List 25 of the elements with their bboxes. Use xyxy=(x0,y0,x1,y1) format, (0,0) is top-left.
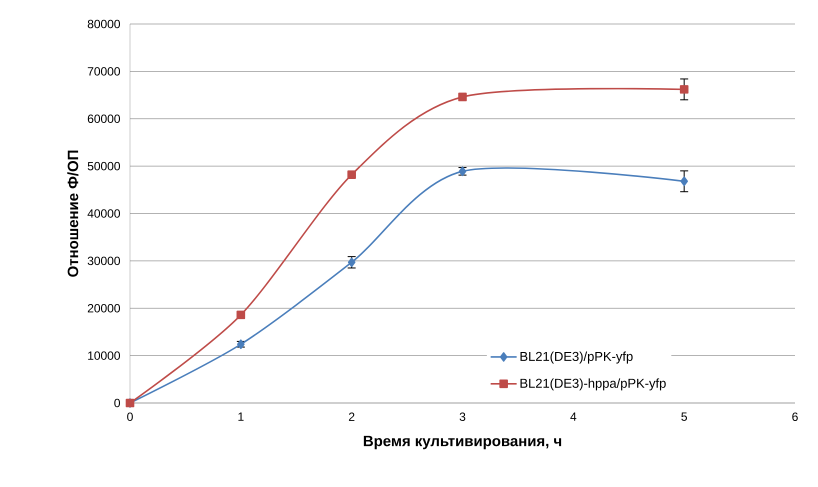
y-tick-label: 80000 xyxy=(88,20,120,28)
y-tick-label: 30000 xyxy=(88,256,120,266)
point xyxy=(236,310,246,320)
point xyxy=(680,176,688,186)
point xyxy=(347,170,356,179)
point xyxy=(680,85,688,94)
y-tick-label: 70000 xyxy=(88,67,120,76)
x-tick-label: 3 xyxy=(460,412,466,421)
point xyxy=(458,92,467,102)
x-tick-label: 0 xyxy=(127,412,133,421)
x-tick-label: 1 xyxy=(238,412,244,421)
x-tick-label: 5 xyxy=(681,412,687,421)
y-tick-label: 60000 xyxy=(88,114,120,123)
y-tick-label: 50000 xyxy=(88,162,120,170)
y-tick-label: 20000 xyxy=(88,304,120,312)
y-tick-label: 40000 xyxy=(88,209,120,218)
x-tick-label: 2 xyxy=(348,412,354,421)
legend-label: BL21(DE3)/pPK-yfp xyxy=(520,351,633,364)
x-axis-title: Время культивирования, ч xyxy=(364,436,562,450)
x-tick-label: 4 xyxy=(570,412,576,421)
y-axis-title: Отношение Ф/ОП xyxy=(67,150,78,277)
y-tick-label: 0 xyxy=(114,398,120,408)
y-tick-label: 10000 xyxy=(88,351,120,360)
legend-label: BL21(DE3)-hppa/pPK-yfp xyxy=(520,378,666,390)
x-tick-label: 6 xyxy=(792,412,798,421)
